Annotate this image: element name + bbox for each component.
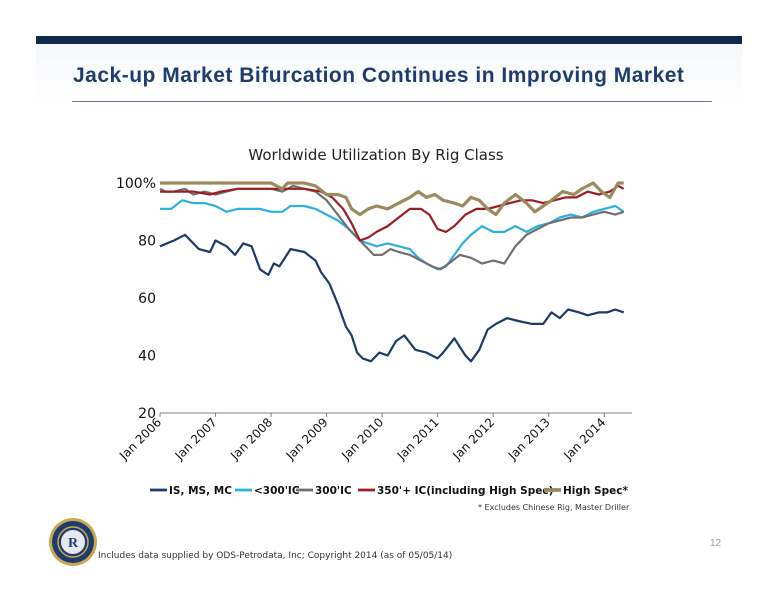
x-tick-label: Jan 2012 (449, 415, 497, 463)
x-tick-label: Jan 2009 (283, 415, 331, 463)
y-tick-label: 60 (138, 291, 156, 307)
x-tick-label: Jan 2010 (338, 415, 386, 463)
x-tick-label: Jan 2014 (560, 415, 608, 463)
series-line (159, 233, 625, 363)
series-line (160, 181, 624, 217)
series-group (159, 181, 625, 363)
page-number: 12 (710, 538, 722, 549)
legend-label: 350'+ IC(including High Spec) (377, 485, 553, 497)
x-tick-label: Jan 2013 (505, 415, 553, 463)
header-bar (36, 36, 742, 44)
y-axis: 20 40 60 80 100% (116, 176, 156, 422)
chart-title: Worldwide Utilization By Rig Class (248, 146, 503, 164)
title-divider (72, 101, 712, 102)
seal-letter: R (68, 536, 79, 551)
y-tick-label: 20 (138, 406, 156, 422)
footnote: * Excludes Chinese Rig, Master Driller (478, 503, 630, 512)
chart-legend: IS, MS, MC <300'IC 300'IC 350'+ IC(includin… (150, 485, 628, 497)
y-tick-label: 80 (138, 234, 156, 250)
x-tick-label: Jan 2008 (227, 415, 275, 463)
series-line (160, 184, 625, 242)
x-axis: Jan 2006 Jan 2007 Jan 2008 Jan 2009 Jan 2010… (116, 413, 608, 463)
legend-label: <300'IC (254, 485, 300, 497)
x-tick-label: Jan 2007 (172, 415, 220, 463)
source-note: Includes data supplied by ODS-Petrodata,… (98, 551, 453, 561)
y-tick-label: 40 (138, 349, 156, 365)
legend-label: 300'IC (315, 485, 352, 497)
legend-label: IS, MS, MC (169, 485, 232, 497)
x-tick-label: Jan 2011 (394, 415, 442, 463)
y-tick-label: 100% (116, 176, 156, 192)
slide-title: Jack-up Market Bifurcation Continues in … (73, 64, 685, 87)
x-tick-label: Jan 2006 (116, 415, 164, 463)
header-band (36, 44, 742, 102)
company-seal-icon: R (49, 518, 97, 566)
legend-label: High Spec* (563, 485, 628, 497)
